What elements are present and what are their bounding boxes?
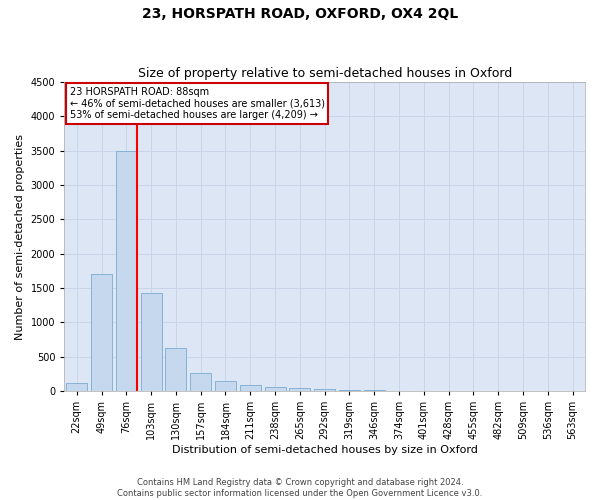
Bar <box>166 348 187 391</box>
Bar <box>364 390 385 391</box>
Text: 23, HORSPATH ROAD, OXFORD, OX4 2QL: 23, HORSPATH ROAD, OXFORD, OX4 2QL <box>142 8 458 22</box>
Bar <box>66 383 87 391</box>
X-axis label: Distribution of semi-detached houses by size in Oxford: Distribution of semi-detached houses by … <box>172 445 478 455</box>
Bar <box>289 388 310 391</box>
Bar <box>265 386 286 391</box>
Bar <box>215 380 236 391</box>
Bar <box>116 150 137 391</box>
Text: 23 HORSPATH ROAD: 88sqm
← 46% of semi-detached houses are smaller (3,613)
53% of: 23 HORSPATH ROAD: 88sqm ← 46% of semi-de… <box>70 86 325 120</box>
Bar <box>314 389 335 391</box>
Bar <box>240 385 261 391</box>
Bar <box>190 372 211 391</box>
Bar <box>91 274 112 391</box>
Bar <box>339 390 360 391</box>
Title: Size of property relative to semi-detached houses in Oxford: Size of property relative to semi-detach… <box>137 66 512 80</box>
Text: Contains HM Land Registry data © Crown copyright and database right 2024.
Contai: Contains HM Land Registry data © Crown c… <box>118 478 482 498</box>
Bar <box>140 293 161 391</box>
Y-axis label: Number of semi-detached properties: Number of semi-detached properties <box>15 134 25 340</box>
